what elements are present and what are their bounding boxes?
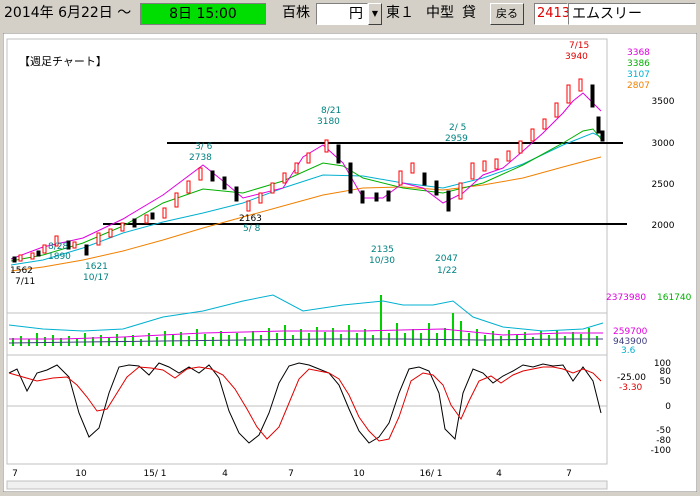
annotation-low-1-date: 7/11	[15, 277, 35, 287]
price-input[interactable]: 円	[316, 3, 368, 25]
x-tick-4: 7	[288, 469, 294, 479]
osc-tick-m80: -80	[656, 436, 671, 446]
x-tick-3: 4	[222, 469, 228, 479]
volume-value-3: 259700	[613, 327, 648, 337]
annotation-low-5: 2047	[435, 254, 458, 264]
osc-tick-80: 80	[660, 367, 672, 377]
x-tick-2: 15/ 1	[143, 469, 166, 479]
time-display[interactable]: 8日 15:00	[140, 3, 266, 25]
shares-unit-label: 百株	[282, 5, 310, 21]
osc-tick-50: 50	[660, 377, 672, 387]
oscillator-value-red: -3.30	[619, 383, 643, 393]
annotation-high-4: 2959	[445, 134, 468, 144]
toolbar: 2014年 6月22日 ～ 8日 15:00 百株 円 ▼ 東１ 中型 貸 戻る…	[0, 0, 700, 30]
price-unit-label: 円	[349, 6, 363, 22]
annotation-high-3-date: 8/21	[321, 106, 341, 116]
back-button[interactable]: 戻る	[490, 3, 524, 25]
chart-scrollbar[interactable]	[6, 480, 608, 490]
osc-tick-0: 0	[665, 402, 671, 412]
date-label: 2014年 6月22日 ～	[4, 5, 132, 21]
annotation-high-4-date: 2/ 5	[449, 123, 466, 133]
osc-tick-m100: -100	[651, 446, 672, 456]
x-tick-5: 10	[353, 469, 365, 479]
annotation-high-3: 3180	[317, 117, 340, 127]
ma-long-line	[10, 156, 602, 272]
annotation-low-5-date: 1/22	[437, 266, 457, 276]
annotation-high-2-date: 3/ 6	[195, 142, 213, 152]
annotation-low-3-date: 5/ 8	[243, 224, 261, 234]
ma-value-mid: 3107	[627, 70, 650, 80]
x-tick-1: 10	[75, 469, 87, 479]
x-tick-8: 7	[566, 469, 572, 479]
price-candles	[12, 78, 605, 263]
volume-value-2: 161740	[657, 293, 692, 303]
ma-short-line	[10, 92, 602, 260]
annotation-high-1: 1890	[48, 252, 71, 262]
volume-ma-line-2	[9, 328, 603, 340]
annotation-low-4-date: 10/30	[369, 256, 395, 266]
annotation-high-2: 2738	[189, 153, 212, 163]
volume-ma-line	[8, 294, 604, 332]
x-tick-7: 4	[496, 469, 502, 479]
volume-value-4: 943900	[613, 337, 648, 347]
price-dropdown-button[interactable]: ▼	[368, 3, 382, 25]
plot-area	[6, 38, 608, 465]
volume-value-5: 3.6	[621, 346, 636, 356]
price-tick-2500: 2500	[652, 180, 675, 190]
ma-value-short: 3386	[627, 59, 650, 69]
annotation-high-5: 3940	[565, 52, 588, 62]
x-tick-0: 7	[12, 469, 18, 479]
chart-panel: 【週足チャート】 3500 3000 2500 2000	[2, 32, 698, 493]
oscillator-value-black: -25.00	[617, 373, 646, 383]
osc-tick-100: 100	[654, 359, 671, 369]
volume-value-1: 2373980	[606, 293, 646, 303]
osc-tick-m50: -50	[656, 426, 671, 436]
loan-label: 貸	[462, 5, 476, 21]
annotation-low-2: 1621	[85, 262, 108, 272]
chart-title: 【週足チャート】	[19, 55, 107, 68]
annotation-low-2-date: 10/17	[83, 273, 109, 283]
price-tick-3500: 3500	[652, 97, 675, 107]
ma-value-current: 3368	[627, 48, 650, 58]
annotation-high-1-date: 8/28	[48, 242, 68, 252]
annotation-high-5-date: 7/15	[569, 41, 589, 51]
stock-name-field[interactable]: エムスリー	[568, 3, 696, 25]
price-tick-3000: 3000	[652, 139, 675, 149]
annotation-low-3: 2163	[239, 214, 262, 224]
price-tick-2000: 2000	[652, 221, 675, 231]
size-label: 中型	[426, 5, 454, 21]
ma-value-long: 2807	[627, 81, 650, 91]
stock-code-field[interactable]: 2413	[534, 3, 570, 25]
annotation-low-4: 2135	[371, 245, 394, 255]
market-label: 東１	[386, 5, 414, 21]
oscillator-red-line	[8, 366, 602, 442]
price-annotations: 1562 7/11 8/28 1890 1621 10/17 3/ 6 2738…	[10, 41, 589, 287]
oscillator-black-line	[8, 362, 602, 444]
annotation-low-1: 1562	[10, 266, 33, 276]
x-tick-6: 16/ 1	[419, 469, 442, 479]
volume-ma-line-3	[8, 338, 603, 344]
weekly-chart: 【週足チャート】 3500 3000 2500 2000	[2, 32, 698, 493]
